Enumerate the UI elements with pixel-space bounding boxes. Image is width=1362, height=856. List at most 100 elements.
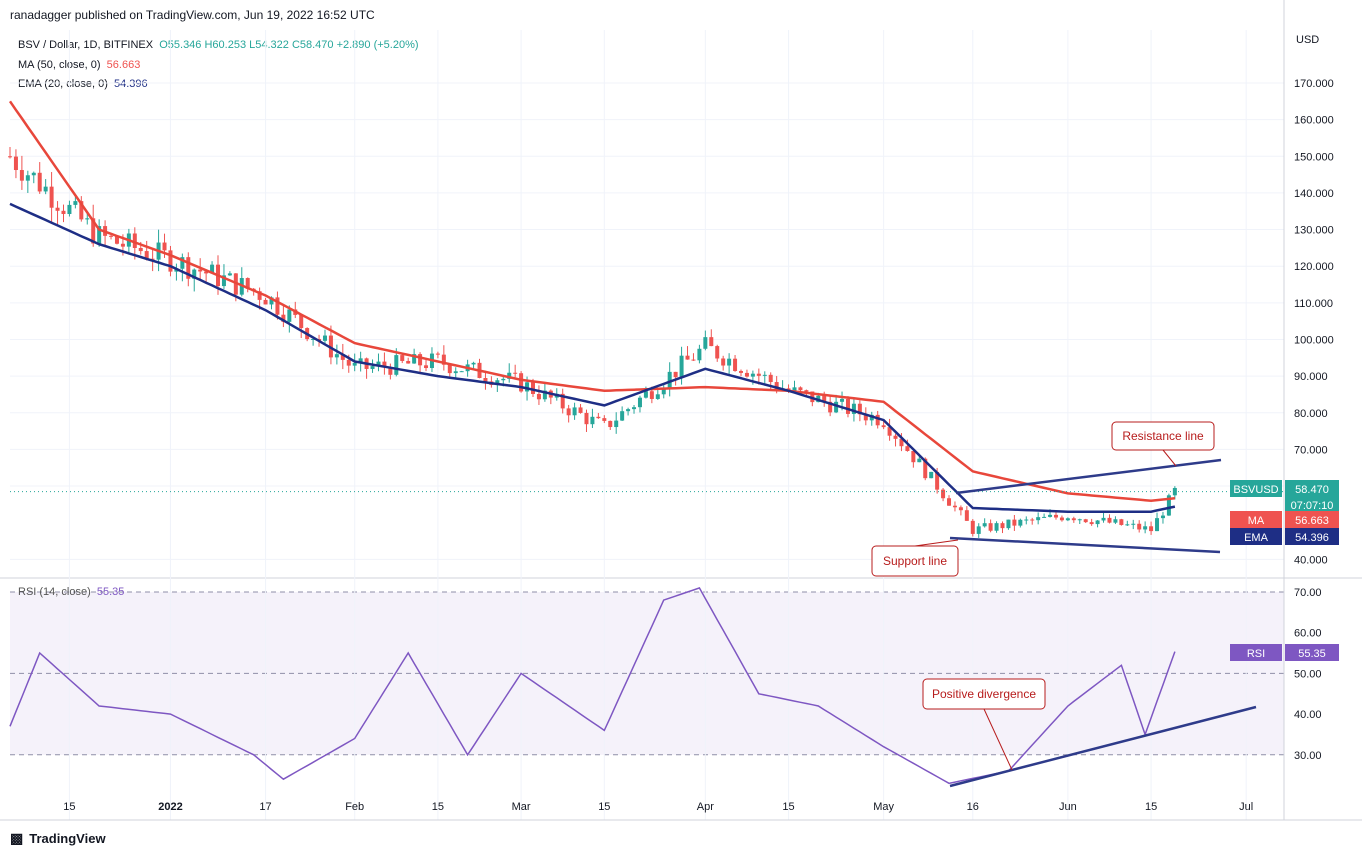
candle-body (964, 510, 969, 521)
rsi-tick-label: 60.00 (1294, 628, 1322, 640)
candle-body (614, 420, 619, 428)
candle-body (435, 353, 440, 355)
last-price-tag-label: BSVUSD (1233, 484, 1278, 496)
candle-body (1107, 517, 1112, 523)
rsi-legend-label: RSI (14, close) (18, 586, 91, 598)
ma-tag-value-bg (1285, 511, 1339, 528)
time-tick-label: May (873, 801, 894, 813)
ema-tag-value-bg (1285, 528, 1339, 545)
candle-body (929, 471, 934, 479)
candle-body (79, 201, 84, 220)
time-tick-label: 15 (598, 801, 610, 813)
candle-body (85, 218, 90, 220)
candle-body (358, 358, 363, 363)
candle-body (1059, 517, 1064, 521)
candle-body (1012, 519, 1017, 526)
resistance-annotation-box (1111, 421, 1215, 451)
time-tick-label: 15 (782, 801, 794, 813)
footer-brand[interactable]: ▩ TradingView (10, 830, 106, 847)
price-tick-label: 160.000 (1294, 115, 1334, 127)
candle-body (198, 269, 203, 272)
candle-body (1131, 523, 1136, 525)
time-tick-label: 15 (63, 801, 75, 813)
candle-body (655, 394, 660, 399)
price-tick-label: 130.000 (1294, 225, 1334, 237)
candle-body (584, 412, 589, 425)
candle-body (774, 382, 779, 390)
rsi-tag-value: 55.35 (1298, 648, 1326, 660)
ema20-line (9, 202, 1176, 513)
candle-body (822, 395, 827, 402)
candle-body (1155, 518, 1160, 532)
candle-body (667, 371, 672, 389)
candle-body (1024, 519, 1029, 521)
time-tick-label: Jul (1239, 801, 1253, 813)
candle-body (875, 414, 880, 426)
candle-body (1143, 526, 1148, 530)
legend-ma-row[interactable]: MA (50, close, 0) 56.663 (18, 56, 419, 76)
candle-body (501, 378, 506, 381)
candle-body (626, 409, 631, 412)
candle-body (394, 355, 399, 375)
candle-body (709, 337, 714, 347)
candle-body (525, 382, 530, 392)
candle-body (982, 523, 987, 527)
legend-symbol-row[interactable]: BSV / Dollar, 1D, BITFINEX O55.346 H60.2… (18, 36, 419, 56)
attribution-text: ranadagger published on TradingView.com,… (10, 8, 375, 22)
candle-body (441, 354, 446, 365)
candle-body (1042, 516, 1047, 518)
rsi-band (10, 592, 1284, 755)
candle-body (447, 364, 452, 374)
candle-body (923, 458, 928, 479)
candle-body (744, 372, 749, 377)
legend-ma-value: 56.663 (106, 58, 141, 71)
candle-body (91, 218, 96, 244)
candle-body (798, 387, 803, 391)
candle-body (768, 374, 773, 383)
candle-body (1160, 515, 1165, 519)
candle-body (132, 233, 137, 248)
candle-body (596, 416, 601, 419)
candle-body (370, 366, 375, 369)
price-tick-label: 80.000 (1294, 408, 1328, 420)
candle-body (976, 526, 981, 534)
candle-body (762, 374, 767, 376)
support-trendline (949, 536, 1221, 554)
candle-body (792, 387, 797, 391)
candle-body (8, 156, 12, 158)
ema-tag-value: 54.396 (1295, 532, 1329, 544)
candle-body (857, 403, 862, 415)
rsi-legend[interactable]: RSI (14, close) 55.35 (18, 586, 124, 598)
legend-ema-row[interactable]: EMA (20, close, 0) 54.396 (18, 75, 419, 95)
candle-body (55, 207, 60, 211)
candle-body (1149, 526, 1154, 532)
time-tick-label: 15 (1145, 801, 1157, 813)
candle-body (495, 380, 500, 385)
candle-body (1113, 519, 1118, 523)
resistance-trendline (955, 458, 1222, 495)
price-tick-label: 70.000 (1294, 444, 1328, 456)
grid-lines (10, 30, 1284, 820)
support-annotation-box (871, 545, 959, 577)
price-tick-label: 150.000 (1294, 151, 1334, 163)
candle-body (186, 257, 191, 279)
last-price-tag-countdown: 07:07:10 (1291, 500, 1334, 512)
candle-body (97, 226, 102, 244)
candle-body (120, 243, 125, 247)
candle-body (67, 204, 72, 214)
legend-ma-label: MA (50, close, 0) (18, 58, 101, 71)
price-tick-label: 40.000 (1294, 554, 1328, 566)
candle-body (1125, 524, 1130, 526)
candle-body (1071, 518, 1076, 521)
candle-body (340, 354, 345, 360)
last-price-tag-value: 58.470 (1295, 484, 1329, 496)
candle-body (1095, 520, 1100, 525)
candle-body (739, 370, 744, 373)
candle-body (453, 371, 458, 374)
candle-body (1006, 519, 1011, 529)
candle-body (162, 242, 167, 251)
candle-body (311, 338, 316, 340)
candle-body (25, 175, 30, 181)
candle-body (418, 354, 423, 366)
